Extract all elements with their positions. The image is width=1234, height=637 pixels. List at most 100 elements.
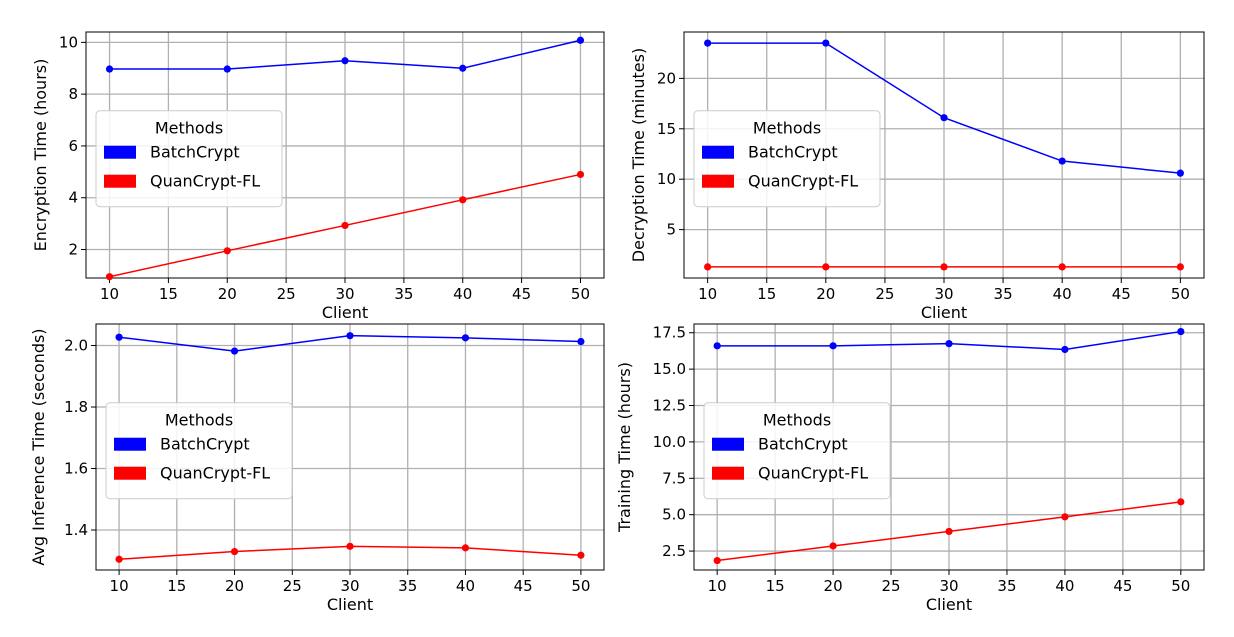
data-point — [115, 555, 123, 563]
y-tick-label: 7.5 — [662, 469, 686, 487]
x-tick-label: 25 — [277, 285, 296, 303]
x-tick-label: 45 — [514, 577, 533, 595]
data-point — [704, 39, 712, 47]
x-axis-label: Client — [322, 303, 368, 322]
legend-box — [693, 110, 881, 208]
x-tick-label: 20 — [824, 577, 843, 595]
y-tick-label: 4 — [68, 189, 78, 207]
legend-label: QuanCrypt-FL — [150, 172, 260, 191]
data-point — [1177, 327, 1185, 336]
x-tick-label: 35 — [994, 285, 1013, 303]
data-point — [223, 65, 231, 73]
legend-swatch — [114, 437, 146, 451]
legend-swatch — [104, 145, 136, 159]
x-tick-label: 40 — [456, 577, 475, 595]
x-tick-label: 15 — [757, 285, 776, 303]
x-tick-label: 20 — [218, 285, 237, 303]
y-tick-label: 10.0 — [653, 433, 686, 451]
x-tick-label: 25 — [875, 285, 894, 303]
x-tick-label: 35 — [997, 577, 1016, 595]
x-tick-label: 45 — [512, 285, 531, 303]
data-point — [1058, 157, 1066, 165]
y-tick-label: 10 — [657, 170, 676, 188]
x-tick-label: 35 — [394, 285, 413, 303]
y-axis-label: Encryption Time (hours) — [31, 59, 50, 252]
legend-label: QuanCrypt-FL — [758, 464, 868, 483]
legend-title: Methods — [155, 119, 223, 138]
data-point — [940, 263, 948, 271]
data-point — [115, 333, 123, 341]
data-point — [1177, 498, 1185, 506]
x-tick-label: 40 — [1053, 285, 1072, 303]
x-tick-label: 30 — [934, 285, 953, 303]
legend-label: BatchCrypt — [748, 143, 838, 162]
y-tick-label: 12.5 — [653, 397, 686, 415]
x-tick-label: 20 — [225, 577, 244, 595]
x-tick-label: 10 — [698, 285, 717, 303]
y-tick-label: 6 — [68, 137, 78, 155]
legend-swatch — [104, 174, 136, 188]
y-tick-label: 1.6 — [64, 460, 88, 478]
y-tick-label: 8 — [68, 85, 78, 103]
y-tick-label: 2.0 — [64, 337, 88, 355]
y-tick-label: 2.5 — [662, 542, 686, 560]
data-point — [576, 36, 585, 44]
x-tick-label: 45 — [1113, 577, 1132, 595]
legend-label: BatchCrypt — [758, 435, 848, 454]
x-tick-label: 20 — [816, 285, 835, 303]
x-tick-label: 30 — [939, 577, 958, 595]
legend-swatch — [712, 466, 744, 480]
legend-swatch — [114, 466, 146, 480]
legend: Methods BatchCrypt QuanCrypt-FL — [693, 110, 881, 208]
legend-swatch — [712, 437, 744, 451]
x-tick-label: 30 — [340, 577, 359, 595]
y-tick-label: 20 — [657, 69, 676, 87]
y-tick-label: 2 — [68, 241, 78, 259]
data-point — [822, 263, 830, 271]
data-point — [577, 337, 585, 346]
y-tick-label: 17.5 — [653, 324, 686, 342]
legend-title: Methods — [763, 411, 831, 430]
y-tick-label: 1.8 — [64, 398, 88, 416]
chart-panel-3: 10 15 20 25 30 35 40 45 50 1.4 1.6 1.8 2.0 Client Avg … — [29, 323, 605, 614]
chart-panel-1: 10 15 20 25 30 35 40 45 50 2 4 6 8 10 Client Encryption… — [31, 31, 605, 322]
x-tick-label: 50 — [1171, 285, 1190, 303]
x-tick-label: 50 — [1171, 577, 1190, 595]
data-point — [945, 340, 953, 348]
data-point — [945, 527, 953, 536]
data-point — [459, 64, 467, 72]
x-axis-label: Client — [926, 595, 972, 614]
legend: Methods BatchCrypt QuanCrypt-FL — [95, 110, 283, 208]
data-point — [105, 65, 114, 73]
data-point — [713, 342, 721, 350]
legend-title: Methods — [165, 411, 233, 430]
x-axis-label: Client — [327, 595, 373, 614]
y-tick-label: 5 — [666, 221, 676, 239]
x-tick-label: 15 — [159, 285, 178, 303]
data-point — [459, 196, 467, 204]
data-point — [829, 342, 837, 350]
x-tick-label: 40 — [1055, 577, 1074, 595]
chart-panel-2: 10 15 20 25 30 35 40 45 50 5 10 15 20 Client Decryptio… — [629, 31, 1205, 322]
y-tick-label: 15 — [657, 120, 676, 138]
data-point — [940, 114, 948, 122]
data-point — [1176, 263, 1184, 271]
data-point — [1061, 513, 1069, 521]
x-tick-label: 40 — [453, 285, 472, 303]
y-tick-label: 15.0 — [653, 360, 686, 378]
legend: Methods BatchCrypt QuanCrypt-FL — [703, 402, 891, 500]
x-tick-label: 30 — [335, 285, 354, 303]
data-point — [341, 221, 349, 230]
legend-box — [105, 402, 293, 500]
x-tick-label: 50 — [571, 285, 590, 303]
data-point — [829, 542, 837, 550]
x-tick-label: 10 — [708, 577, 727, 595]
legend-box — [703, 402, 891, 500]
x-axis-label: Client — [921, 303, 967, 322]
x-tick-label: 15 — [167, 577, 186, 595]
data-point — [230, 347, 239, 355]
y-tick-label: 10 — [59, 33, 78, 51]
data-point — [704, 263, 712, 271]
data-point — [346, 332, 354, 340]
